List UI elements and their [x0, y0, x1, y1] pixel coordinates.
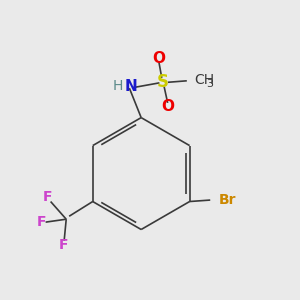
Text: F: F [36, 215, 46, 229]
Text: O: O [152, 51, 165, 66]
Text: F: F [58, 238, 68, 252]
Text: 3: 3 [206, 79, 213, 89]
Text: H: H [113, 79, 123, 93]
Text: F: F [42, 190, 52, 204]
Text: S: S [157, 73, 169, 91]
Text: N: N [124, 79, 137, 94]
Text: CH: CH [194, 73, 214, 87]
Text: Br: Br [219, 193, 237, 207]
Text: O: O [161, 99, 174, 114]
